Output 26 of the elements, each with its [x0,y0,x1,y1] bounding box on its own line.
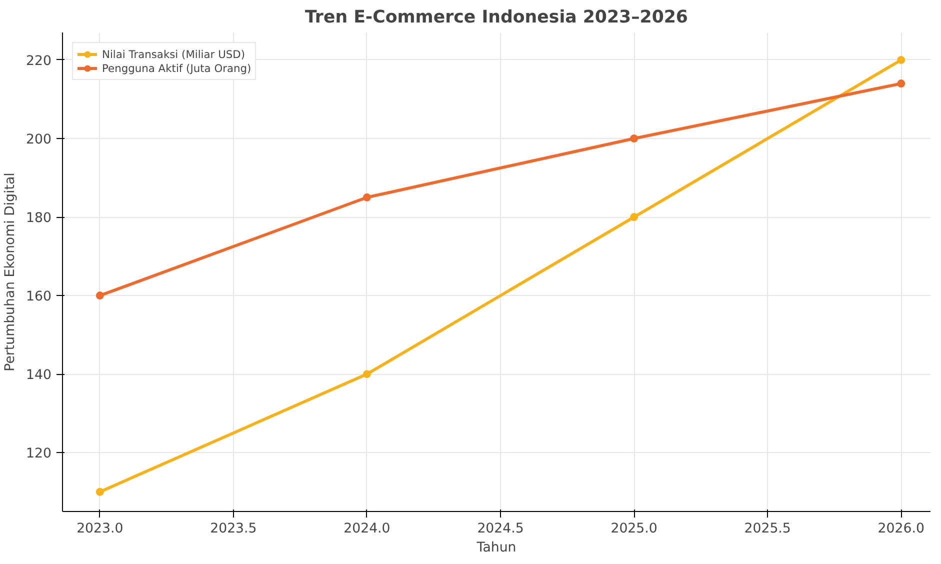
x-tick-label: 2023.0 [76,522,124,536]
point [897,80,906,88]
x-tick-label: 2026.0 [878,522,924,536]
point [362,370,371,378]
x-tick-label: 2025.5 [744,522,791,536]
x-axis-title: Tahun [476,540,516,556]
y-tick-label: 140 [26,368,52,384]
y-axis-title: Pertumbuhan Ekonomi Digital [3,172,18,372]
y-tick-label: 180 [26,211,52,226]
y-tick-label: 120 [26,446,52,462]
x-tick-label: 2025.0 [610,522,658,536]
point [96,292,104,300]
x-tick-label: 2024.5 [477,522,524,536]
legend-label: Pengguna Aktif (Juta Orang) [102,61,252,75]
y-tick-label: 220 [26,54,52,69]
point [630,213,638,222]
point [96,488,104,496]
point [897,56,906,64]
legend-label: Nilai Transaksi (Miliar USD) [102,47,245,61]
x-tick-label: 2023.5 [210,522,257,536]
chart-title: Tren E-Commerce Indonesia 2023–2026 [305,8,688,28]
y-tick-label: 160 [26,290,52,305]
point [630,134,638,142]
x-tick-label: 2024.0 [344,522,390,536]
point [362,193,371,202]
y-tick-label: 200 [26,132,52,148]
